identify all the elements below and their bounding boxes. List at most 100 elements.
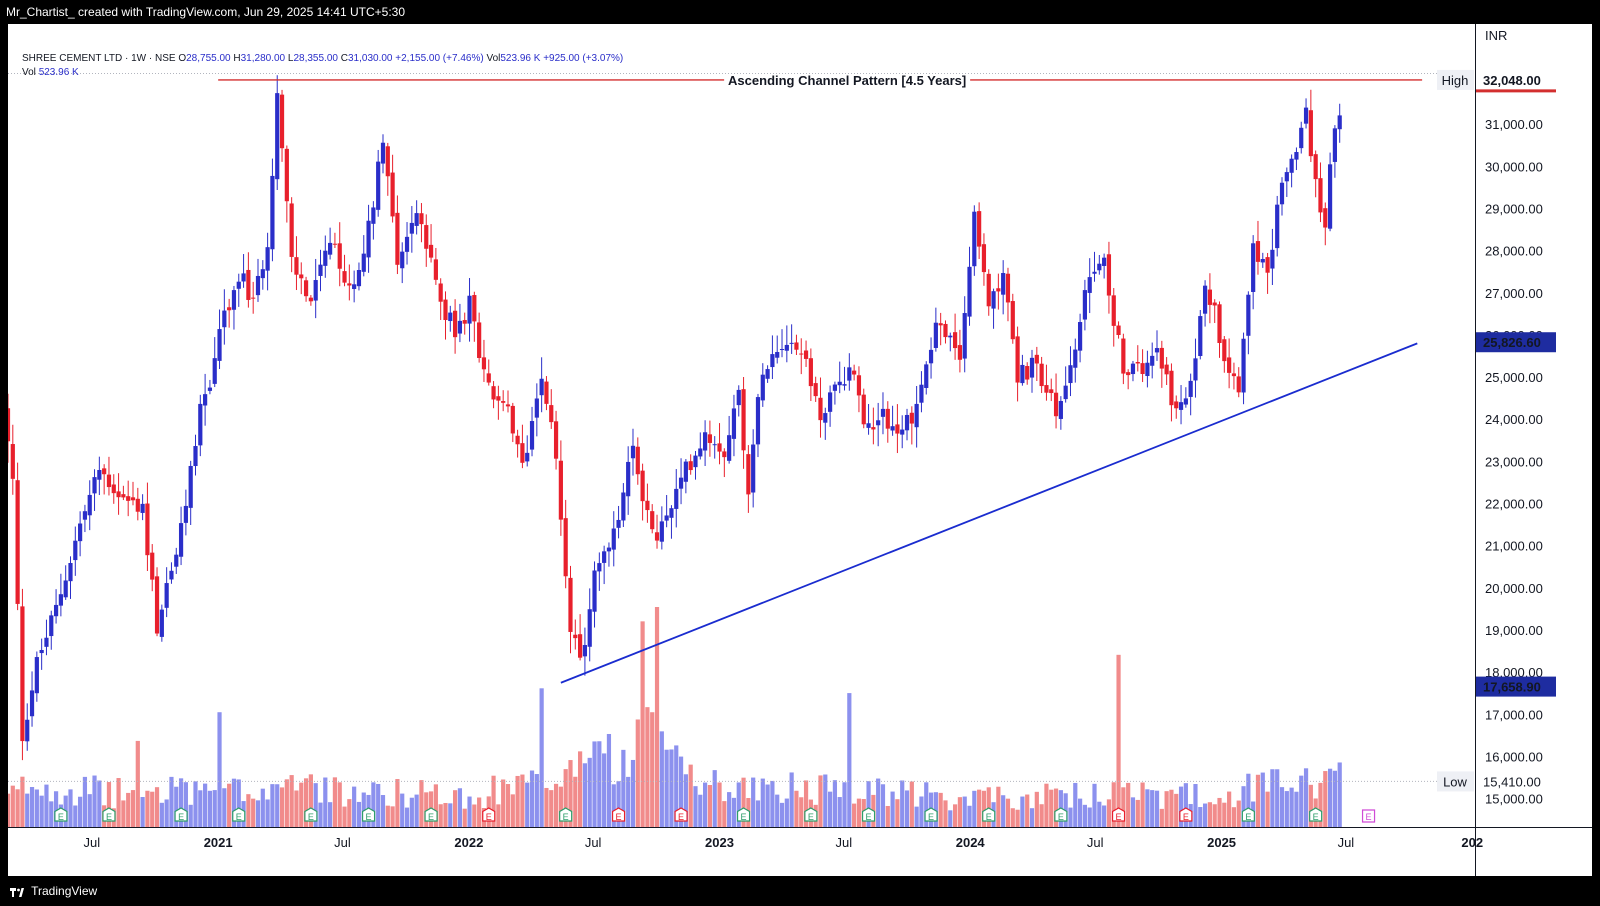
time-tick-label: 2021: [204, 835, 233, 850]
earnings-marker-icon[interactable]: E: [482, 807, 496, 822]
volume-bar: [1246, 773, 1251, 827]
volume-bar: [626, 776, 631, 827]
candle-body: [462, 320, 467, 324]
candle-body: [34, 657, 39, 694]
volume-bar: [1174, 793, 1179, 827]
candle-body: [1111, 295, 1116, 326]
candle-body: [818, 397, 823, 421]
price-tick-label: 27,000.00: [1485, 286, 1543, 301]
volume-bar: [1255, 774, 1261, 827]
candle-body: [174, 554, 179, 567]
volume-bar: [1193, 784, 1198, 827]
volume-bar: [97, 780, 102, 827]
earnings-marker-icon[interactable]: E: [361, 807, 376, 822]
earnings-marker-icon[interactable]: E: [736, 807, 751, 822]
earnings-marker-icon[interactable]: E: [174, 807, 188, 822]
volume-bar: [578, 751, 583, 827]
candle-body: [1337, 115, 1342, 130]
candle-body: [78, 523, 83, 542]
earnings-marker-icon[interactable]: E: [982, 807, 996, 822]
volume-bar: [510, 794, 515, 827]
candle-body: [347, 283, 352, 286]
candle-body: [1154, 348, 1160, 353]
volume-bar: [1284, 791, 1289, 827]
candle-body: [1246, 294, 1251, 336]
volume-bar: [1202, 803, 1208, 827]
candle-body: [765, 369, 770, 379]
volume-bar: [736, 782, 741, 827]
earnings-marker-icon[interactable]: E: [54, 807, 68, 822]
earnings-marker-icon[interactable]: E: [611, 807, 626, 822]
volume-bar: [1207, 802, 1212, 827]
candle-body: [808, 358, 813, 387]
svg-text:E: E: [616, 812, 622, 822]
earnings-marker-icon[interactable]: E: [232, 807, 246, 822]
volume-bar: [1227, 791, 1232, 827]
candle-body: [669, 508, 674, 518]
earnings-marker-icon[interactable]: E: [924, 807, 938, 822]
candle-body: [1270, 249, 1275, 269]
volume-bar: [1121, 787, 1126, 827]
volume-bar: [1001, 795, 1006, 827]
volume-bar: [1049, 789, 1054, 827]
candle-body: [472, 295, 477, 322]
volume-bar: [29, 787, 35, 827]
candle-body: [712, 444, 717, 446]
candle-body: [616, 519, 621, 528]
candle-body: [1039, 363, 1044, 387]
candle-body: [981, 244, 987, 273]
candle-body: [1058, 400, 1063, 419]
candle-body: [126, 496, 131, 501]
earnings-marker-icon[interactable]: E: [861, 807, 876, 822]
volume-bar: [702, 782, 708, 827]
volume-bar: [1087, 807, 1092, 827]
candle-body: [486, 373, 491, 383]
volume-bar: [400, 793, 405, 827]
volume-bar: [1212, 804, 1217, 827]
candle-body: [1241, 338, 1246, 393]
earnings-marker-icon[interactable]: E: [674, 807, 688, 822]
volume-bar: [539, 688, 544, 827]
candle-body: [501, 401, 506, 403]
earnings-marker-icon[interactable]: E: [1111, 807, 1126, 822]
earnings-marker-icon[interactable]: E: [424, 807, 438, 822]
volume-bar: [996, 786, 1001, 827]
price-tick-label: 23,000.00: [1485, 454, 1543, 469]
chart-area[interactable]: Ascending Channel Pattern [4.5 Years] E E E…: [8, 24, 1592, 876]
earnings-marker-icon[interactable]: E: [304, 807, 318, 822]
candle-body: [251, 297, 256, 299]
volume-bar: [1111, 782, 1116, 827]
volume-bar: [751, 777, 756, 827]
earnings-marker-icon[interactable]: E: [1179, 807, 1193, 822]
earnings-marker-icon[interactable]: E: [1054, 807, 1068, 822]
candle-body: [1217, 304, 1222, 344]
volume-bar: [462, 808, 467, 827]
earnings-marker-icon[interactable]: E: [1361, 809, 1376, 823]
earnings-marker-icon[interactable]: E: [804, 807, 818, 822]
earnings-marker-icon[interactable]: E: [1241, 807, 1255, 822]
chart-svg[interactable]: Ascending Channel Pattern [4.5 Years] E E E…: [8, 24, 1592, 876]
volume-bar: [827, 791, 833, 827]
earnings-marker-icon[interactable]: E: [559, 807, 573, 822]
earnings-marker-icon[interactable]: E: [102, 807, 116, 822]
volume-bar: [1082, 804, 1087, 827]
candle-body: [717, 443, 722, 452]
volume-bar: [563, 769, 568, 827]
earnings-marker-icon[interactable]: E: [1309, 807, 1323, 822]
candle-body: [654, 532, 660, 541]
candle-body: [178, 523, 184, 557]
candle-body: [265, 247, 270, 271]
candle-body: [558, 460, 563, 520]
candle-body: [640, 470, 645, 502]
candle-body: [1092, 271, 1097, 274]
legend-h-label: H: [233, 53, 241, 64]
candle-body: [68, 563, 73, 582]
volume-bar: [265, 799, 270, 827]
volume-bar: [520, 774, 525, 827]
volume-bar: [933, 792, 938, 827]
volume-bar: [664, 749, 669, 827]
candle-body: [1183, 398, 1188, 405]
candle-body: [438, 283, 443, 302]
volume-bar: [44, 784, 49, 827]
candle-body: [10, 444, 15, 479]
